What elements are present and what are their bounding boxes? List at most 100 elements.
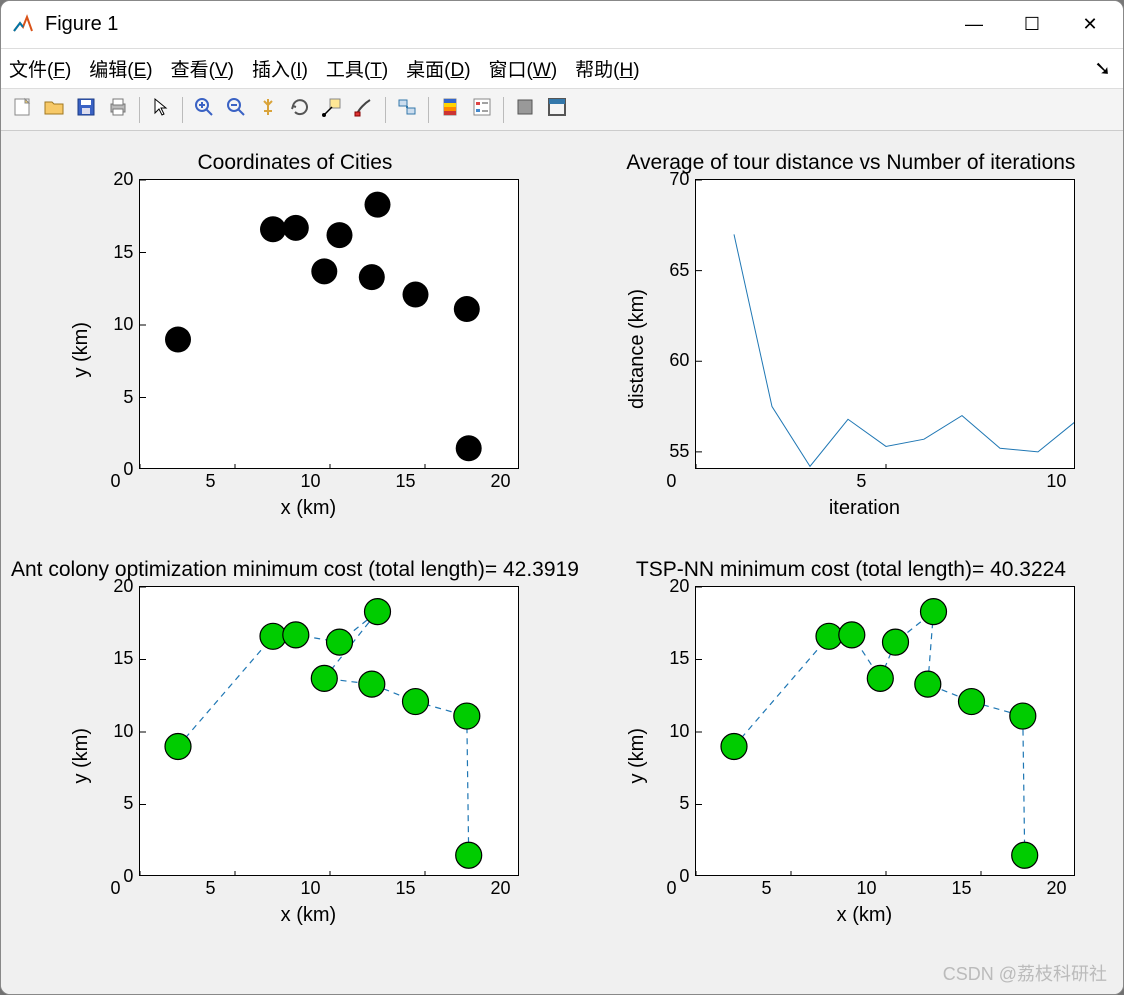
city-marker — [283, 621, 309, 647]
legend-button[interactable] — [467, 95, 497, 125]
zoom-out-icon — [225, 96, 247, 123]
menu-f[interactable]: 文件(F) — [9, 55, 71, 82]
undock-icon[interactable]: ➘ — [1094, 56, 1111, 81]
tour-path — [178, 611, 469, 855]
hide-button[interactable] — [510, 95, 540, 125]
xtick-label: 5 — [205, 878, 215, 899]
zoom-in-icon — [193, 96, 215, 123]
menu-e[interactable]: 编辑(E) — [89, 55, 152, 82]
close-button[interactable]: ✕ — [1061, 1, 1119, 49]
xtick-label: 0 — [110, 878, 120, 899]
minimize-button[interactable]: — — [945, 1, 1003, 49]
save-button[interactable] — [71, 95, 101, 125]
pan-icon — [257, 96, 279, 123]
link-icon — [396, 96, 418, 123]
new-button[interactable] — [7, 95, 37, 125]
axes[interactable] — [695, 179, 1075, 469]
print-button[interactable] — [103, 95, 133, 125]
xtick-label: 5 — [205, 471, 215, 492]
tour-path — [734, 611, 1025, 855]
ytick-label: 20 — [113, 169, 133, 190]
ytick-label: 15 — [113, 648, 133, 669]
toolbar-separator — [503, 97, 504, 123]
axes[interactable] — [695, 586, 1075, 876]
dock-button[interactable] — [542, 95, 572, 125]
menu-h[interactable]: 帮助(H) — [575, 55, 639, 82]
ylabel: distance (km) — [626, 289, 649, 409]
xtick-label: 20 — [490, 471, 510, 492]
toolbar-separator — [385, 97, 386, 123]
axes[interactable] — [139, 179, 519, 469]
xtick-label: 10 — [300, 878, 320, 899]
ytick-label: 5 — [679, 793, 689, 814]
menu-t[interactable]: 工具(T) — [326, 55, 388, 82]
axes[interactable] — [139, 586, 519, 876]
subplot-title: Average of tour distance vs Number of it… — [626, 151, 1075, 179]
ytick-label: 5 — [123, 793, 133, 814]
figure-area: Coordinates of Citiesy (km)0510152005101… — [1, 131, 1123, 994]
xtick-label: 20 — [490, 878, 510, 899]
xtick-label: 15 — [395, 878, 415, 899]
city-marker — [721, 733, 747, 759]
colorbar-button[interactable] — [435, 95, 465, 125]
ytick-label: 15 — [669, 648, 689, 669]
city-marker — [359, 264, 385, 290]
city-marker — [959, 688, 985, 714]
rotate-button[interactable] — [285, 95, 315, 125]
brush-button[interactable] — [349, 95, 379, 125]
pointer-button[interactable] — [146, 95, 176, 125]
ylabel: y (km) — [70, 728, 93, 784]
subplot-tspnn: TSP-NN minimum cost (total length)= 40.3… — [589, 558, 1113, 955]
pointer-icon — [150, 96, 172, 123]
xtick-label: 0 — [110, 471, 120, 492]
figure-window: Figure 1 — ☐ ✕ 文件(F) 编辑(E) 查看(V) 插入(I) 工具(T)… — [0, 0, 1124, 995]
city-marker — [456, 842, 482, 868]
watermark: CSDN @荔枝科研社 — [943, 960, 1107, 986]
toolbar-separator — [428, 97, 429, 123]
zoom-in-button[interactable] — [189, 95, 219, 125]
menu-d[interactable]: 桌面(D) — [406, 55, 470, 82]
data-cursor-icon — [321, 96, 343, 123]
data-cursor-button[interactable] — [317, 95, 347, 125]
menu-w[interactable]: 窗口(W) — [489, 55, 558, 82]
xtick-label: 10 — [856, 878, 876, 899]
menu-i[interactable]: 插入(I) — [252, 55, 308, 82]
matlab-icon — [11, 13, 35, 37]
maximize-button[interactable]: ☐ — [1003, 1, 1061, 49]
subplot-iterations: Average of tour distance vs Number of it… — [589, 151, 1113, 548]
ytick-label: 55 — [669, 441, 689, 462]
toolbar-separator — [182, 97, 183, 123]
zoom-out-button[interactable] — [221, 95, 251, 125]
ytick-label: 5 — [123, 387, 133, 408]
ytick-label: 10 — [669, 721, 689, 742]
link-button[interactable] — [392, 95, 422, 125]
city-marker — [921, 598, 947, 624]
xtick-label: 5 — [856, 471, 866, 492]
city-marker — [1010, 703, 1036, 729]
window-buttons: — ☐ ✕ — [945, 1, 1119, 49]
city-marker — [312, 665, 338, 691]
xtick-label: 10 — [300, 471, 320, 492]
subplot-aco: Ant colony optimization minimum cost (to… — [11, 558, 579, 955]
legend-icon — [471, 96, 493, 123]
city-marker — [260, 216, 286, 242]
city-marker — [260, 623, 286, 649]
xlabel: x (km) — [281, 904, 337, 927]
city-marker — [359, 671, 385, 697]
xtick-label: 5 — [761, 878, 771, 899]
menu-v[interactable]: 查看(V) — [171, 55, 234, 82]
open-button[interactable] — [39, 95, 69, 125]
city-marker — [816, 623, 842, 649]
city-marker — [312, 258, 338, 284]
city-marker — [915, 671, 941, 697]
subplot-title: TSP-NN minimum cost (total length)= 40.3… — [636, 558, 1066, 586]
xtick-label: 0 — [666, 471, 676, 492]
xlabel: x (km) — [837, 904, 893, 927]
window-title: Figure 1 — [45, 13, 945, 36]
xlabel: x (km) — [281, 497, 337, 520]
pan-button[interactable] — [253, 95, 283, 125]
ytick-label: 60 — [669, 350, 689, 371]
xtick-label: 15 — [395, 471, 415, 492]
city-marker — [327, 222, 353, 248]
city-marker — [403, 282, 429, 308]
